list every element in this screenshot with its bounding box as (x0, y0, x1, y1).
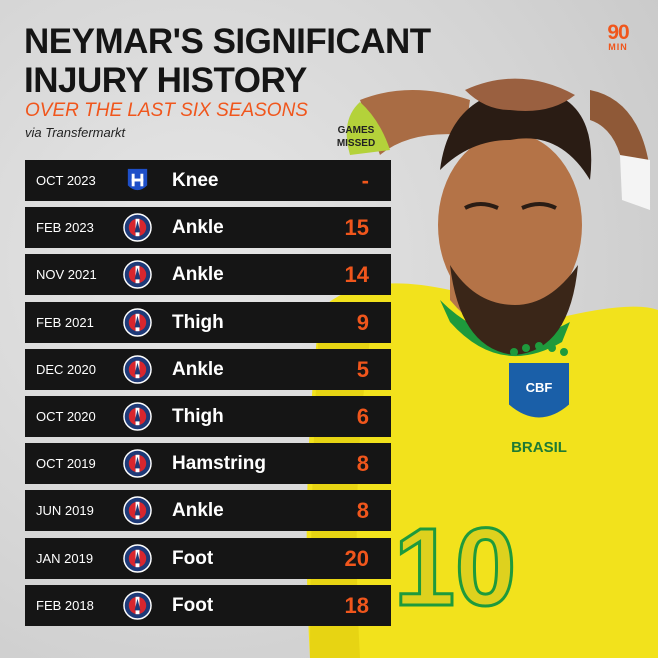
table-row: DEC 2020 Ankle 5 (25, 348, 391, 390)
header-line-2: MISSED (336, 138, 376, 149)
games-missed-value: 8 (356, 498, 369, 524)
games-missed-value: 15 (344, 215, 369, 241)
games-missed-value: 9 (356, 309, 369, 335)
games-missed-value: 8 (356, 451, 369, 477)
table-row: JUN 2019 Ankle 8 (25, 490, 391, 532)
injury-date: OCT 2019 (36, 456, 96, 472)
games-missed-value: 14 (344, 262, 369, 288)
table-row: OCT 2023 Knee - (25, 160, 391, 201)
psg-crest-icon (123, 496, 152, 525)
psg-crest-icon (123, 544, 152, 573)
90min-logo: 90 MIN (601, 22, 635, 52)
injury-type: Thigh (172, 405, 224, 427)
injury-table: OCT 2023 Knee - FEB 2023 Ankle 15 NOV 2021 Ankl… (25, 160, 391, 632)
jersey-crest-text: CBF (526, 380, 553, 395)
injury-type: Ankle (172, 500, 224, 522)
injury-date: JAN 2019 (36, 550, 94, 566)
games-missed-value: 5 (356, 356, 369, 382)
games-missed-header: GAMES MISSED (318, 124, 394, 150)
player-photo: CBF BRASIL 10 (306, 78, 658, 658)
injury-type: Ankle (172, 264, 224, 286)
injury-date: FEB 2023 (36, 220, 94, 236)
title-line-1: NEYMAR'S SIGNIFICANT (24, 22, 431, 61)
psg-crest-icon (123, 402, 152, 431)
table-row: FEB 2023 Ankle 15 (25, 207, 391, 249)
injury-type: Knee (172, 170, 219, 191)
logo-word: MIN (608, 42, 628, 52)
header-line-1: GAMES (337, 125, 375, 136)
injury-date: DEC 2020 (36, 361, 96, 377)
psg-crest-icon (123, 308, 152, 337)
injury-date: OCT 2023 (36, 173, 96, 188)
games-missed-value: 20 (344, 545, 369, 571)
injury-date: JUN 2019 (36, 503, 94, 519)
injury-type: Foot (172, 594, 214, 616)
subtitle: OVER THE LAST SIX SEASONS (25, 100, 308, 121)
table-row: NOV 2021 Ankle 14 (25, 254, 391, 296)
psg-crest-icon (123, 213, 152, 242)
psg-crest-icon (123, 449, 152, 478)
injury-type: Foot (172, 547, 214, 569)
al-hilal-crest-icon (123, 166, 152, 195)
table-row: JAN 2019 Foot 20 (25, 537, 391, 579)
injury-date: OCT 2020 (36, 408, 96, 424)
jersey-number-text: 10 (394, 506, 516, 629)
games-missed-value: - (361, 168, 369, 193)
psg-crest-icon (123, 260, 152, 289)
table-row: OCT 2019 Hamstring 8 (25, 443, 391, 485)
psg-crest-icon (123, 355, 152, 384)
psg-crest-icon (123, 591, 152, 620)
injury-type: Ankle (172, 358, 224, 380)
games-missed-value: 18 (344, 592, 369, 618)
source-credit: via Transfermarkt (25, 125, 126, 140)
injury-date: FEB 2021 (36, 314, 94, 330)
title-line-2: INJURY HISTORY (24, 61, 307, 100)
table-row: FEB 2021 Thigh 9 (25, 301, 391, 343)
injury-type: Hamstring (172, 453, 266, 475)
jersey-country-text: BRASIL (511, 439, 567, 456)
table-row: FEB 2018 Foot 18 (25, 584, 391, 626)
injury-date: FEB 2018 (36, 597, 94, 613)
logo-number: 90 (607, 21, 629, 44)
table-row: OCT 2020 Thigh 6 (25, 395, 391, 437)
injury-type: Thigh (172, 311, 224, 333)
games-missed-value: 6 (356, 403, 369, 429)
injury-type: Ankle (172, 217, 224, 239)
injury-date: NOV 2021 (36, 267, 97, 283)
